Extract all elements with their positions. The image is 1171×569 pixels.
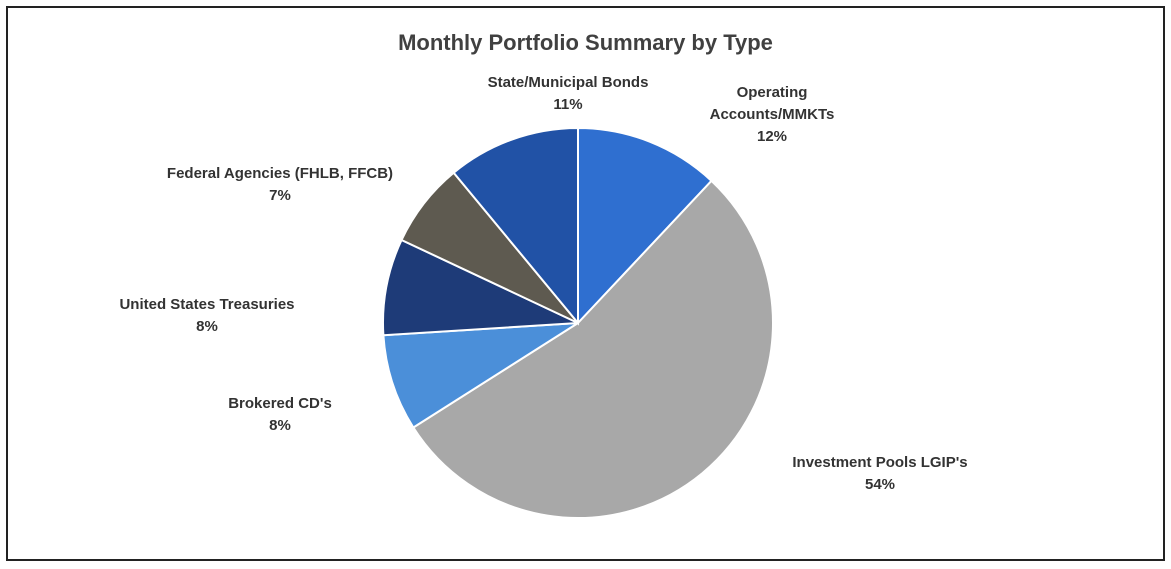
pie-slice xyxy=(577,126,713,326)
pie-slice xyxy=(452,126,579,326)
category-name: State/Municipal Bonds xyxy=(487,74,649,91)
pie-slice xyxy=(382,322,579,429)
data-label: State/Municipal Bonds 11% xyxy=(448,72,688,116)
percent-label: 12% xyxy=(756,128,788,145)
chart-frame xyxy=(6,6,1165,561)
data-label: Operating Accounts/MMKTs 12% xyxy=(697,82,847,148)
category-name: Investment Pools LGIP's xyxy=(792,454,968,471)
percent-label: 7% xyxy=(269,187,291,204)
category-name: United States Treasuries xyxy=(119,296,295,313)
data-label: Federal Agencies (FHLB, FFCB) 7% xyxy=(165,163,395,207)
percent-label: 8% xyxy=(196,318,218,335)
percent-label: 54% xyxy=(864,476,896,493)
percent-label: 8% xyxy=(269,417,291,434)
category-name: Brokered CD's xyxy=(228,395,332,412)
percent-label: 11% xyxy=(553,96,583,113)
data-label: United States Treasuries 8% xyxy=(77,294,337,338)
pie-slice xyxy=(411,179,774,519)
category-name: Federal Agencies (FHLB, FFCB) xyxy=(166,165,394,182)
data-label: Investment Pools LGIP's 54% xyxy=(770,452,990,496)
category-name: Operating Accounts/MMKTs xyxy=(709,84,835,123)
pie-slice xyxy=(382,238,579,337)
data-label: Brokered CD's 8% xyxy=(200,393,360,437)
chart-title: Monthly Portfolio Summary by Type xyxy=(398,30,773,55)
